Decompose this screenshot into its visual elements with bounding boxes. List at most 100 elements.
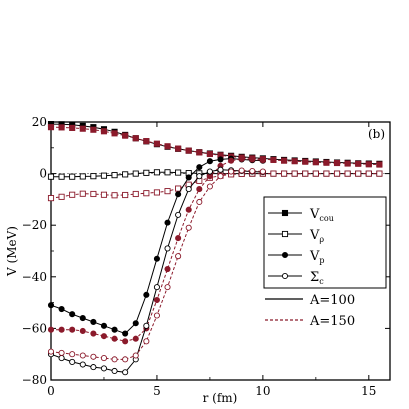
y-tick-label: −20 [22,218,47,232]
series-point [376,170,383,177]
series-point [111,367,118,375]
series-point [111,192,118,199]
series-point [79,327,86,335]
series-point [302,158,309,165]
series-point [291,158,298,165]
series-v-cou-a150 [47,124,383,168]
series-point [175,211,182,218]
series-point [79,352,86,359]
series-point [206,168,213,175]
series-point [79,173,86,180]
series-point [164,284,171,291]
series-point [100,322,108,329]
series-point [249,156,256,163]
series-point [122,338,129,345]
series-point [206,150,213,158]
legend-marker [281,230,289,238]
y-tick-label: 20 [32,115,47,129]
series-point [153,255,160,262]
series-point [143,169,150,176]
series-point [100,128,108,135]
series-point [164,169,171,176]
y-tick-label: −60 [22,321,47,335]
series-point [164,188,171,195]
series-point [228,168,235,175]
series-point [281,157,288,164]
series-v-p-a150 [47,155,266,345]
series-point [153,284,160,291]
series-point [153,189,160,196]
series-point [175,145,182,152]
series-point [47,302,55,309]
series-point [90,353,97,360]
series-point [111,326,118,333]
series-point [143,338,150,345]
legend-label-v-rho: Vρ [309,228,324,244]
y-axis-title: V (MeV) [5,226,19,277]
legend-label-a150: A=150 [309,314,355,329]
series-point [185,147,192,154]
series-point [355,170,362,177]
series-point [90,318,97,326]
series-point [291,170,298,177]
legend-label-v-p: Vp [309,249,325,265]
series-point [153,312,160,319]
series-point [69,351,76,358]
series-point [47,173,55,180]
series-point [164,266,171,273]
series-point [69,358,76,365]
series-point [58,193,65,200]
series-point [175,235,182,242]
series-point [90,190,97,198]
series-point [143,138,150,145]
series-point [47,195,55,202]
series-point [333,159,341,167]
x-tick-label: 10 [255,384,270,398]
y-tick-label: −40 [22,270,47,284]
series-point [238,167,245,174]
series-point [196,164,203,171]
series-point [270,156,277,163]
series-point [175,191,182,198]
series-point [302,170,309,177]
legend-label-v-cou: Vcou [309,207,334,223]
series-point [69,191,76,198]
legend-marker [281,272,289,280]
series-point [217,173,224,180]
series-point [344,170,351,177]
series-layer [47,121,383,376]
y-tick-label: 0 [39,167,47,181]
x-axis-title: r (fm) [203,391,238,405]
series-point [143,190,150,197]
series-point [111,335,118,342]
series-point [196,149,203,156]
series-point [111,172,118,179]
series-point [122,171,129,178]
series-point [323,159,330,166]
series-point [312,170,319,177]
series-point [132,335,139,342]
series-point [100,365,108,372]
series-point [143,322,150,329]
series-point [132,352,139,359]
series-point [143,291,150,298]
series-point [312,159,319,166]
series-point [47,348,55,355]
series-point [132,170,139,177]
series-point [90,173,97,180]
series-point [249,167,256,175]
series-sigma-c-a150 [47,167,266,363]
series-v-rho-a150 [47,170,383,202]
series-point [217,166,224,173]
series-point [344,160,351,167]
series-point [185,174,192,181]
series-point [100,333,108,340]
axis-ticks: 0 5 10 15 20 0 −20 −40 −60 −80 [22,115,390,398]
series-point [153,296,160,304]
series-point [79,315,86,322]
series-point [153,169,160,176]
series-point [58,305,65,313]
series-point [100,191,108,198]
x-tick-label: 15 [361,384,376,398]
series-point [58,355,65,362]
